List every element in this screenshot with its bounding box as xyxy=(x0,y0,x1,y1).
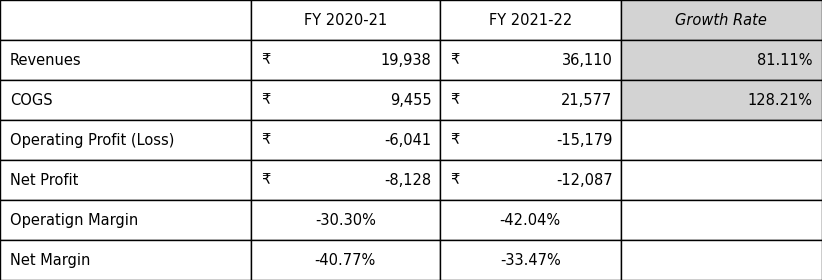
Bar xyxy=(440,80,621,120)
Bar xyxy=(621,80,822,120)
Bar xyxy=(0,0,251,40)
Text: -6,041: -6,041 xyxy=(385,132,432,148)
Bar xyxy=(621,160,822,200)
Bar xyxy=(251,120,440,160)
Text: -8,128: -8,128 xyxy=(385,172,432,188)
Text: 19,938: 19,938 xyxy=(381,53,432,67)
Text: ₹: ₹ xyxy=(261,92,270,108)
Text: ₹: ₹ xyxy=(261,53,270,67)
Text: -12,087: -12,087 xyxy=(556,172,612,188)
Text: Operating Profit (Loss): Operating Profit (Loss) xyxy=(10,132,174,148)
Bar xyxy=(621,120,822,160)
Bar xyxy=(621,200,822,240)
Text: -15,179: -15,179 xyxy=(556,132,612,148)
Bar xyxy=(0,80,251,120)
Text: -42.04%: -42.04% xyxy=(500,213,561,228)
Text: ₹: ₹ xyxy=(450,132,459,148)
Text: Net Margin: Net Margin xyxy=(10,253,90,268)
Text: ₹: ₹ xyxy=(261,132,270,148)
Bar xyxy=(440,40,621,80)
Text: FY 2021-22: FY 2021-22 xyxy=(488,13,572,27)
Text: 36,110: 36,110 xyxy=(561,53,612,67)
Bar xyxy=(440,200,621,240)
Bar xyxy=(621,40,822,80)
Bar xyxy=(0,40,251,80)
Text: ₹: ₹ xyxy=(450,172,459,188)
Text: ₹: ₹ xyxy=(450,92,459,108)
Text: -30.30%: -30.30% xyxy=(315,213,376,228)
Text: Revenues: Revenues xyxy=(10,53,81,67)
Bar xyxy=(251,80,440,120)
Text: Operatign Margin: Operatign Margin xyxy=(10,213,138,228)
Text: 9,455: 9,455 xyxy=(390,92,432,108)
Bar xyxy=(0,240,251,280)
Text: -40.77%: -40.77% xyxy=(315,253,376,268)
Text: -33.47%: -33.47% xyxy=(500,253,561,268)
Bar xyxy=(440,160,621,200)
Bar xyxy=(251,40,440,80)
Text: 21,577: 21,577 xyxy=(561,92,612,108)
Text: 128.21%: 128.21% xyxy=(747,92,812,108)
Bar xyxy=(0,160,251,200)
Bar xyxy=(440,240,621,280)
Bar xyxy=(0,200,251,240)
Text: ₹: ₹ xyxy=(450,53,459,67)
Text: 81.11%: 81.11% xyxy=(756,53,812,67)
Text: ₹: ₹ xyxy=(261,172,270,188)
Bar xyxy=(440,0,621,40)
Text: COGS: COGS xyxy=(10,92,53,108)
Bar xyxy=(251,240,440,280)
Bar xyxy=(621,240,822,280)
Text: Growth Rate: Growth Rate xyxy=(676,13,767,27)
Bar xyxy=(251,160,440,200)
Bar xyxy=(440,120,621,160)
Bar xyxy=(621,0,822,40)
Bar xyxy=(251,200,440,240)
Text: Net Profit: Net Profit xyxy=(10,172,78,188)
Bar xyxy=(0,120,251,160)
Bar xyxy=(251,0,440,40)
Text: FY 2020-21: FY 2020-21 xyxy=(303,13,387,27)
